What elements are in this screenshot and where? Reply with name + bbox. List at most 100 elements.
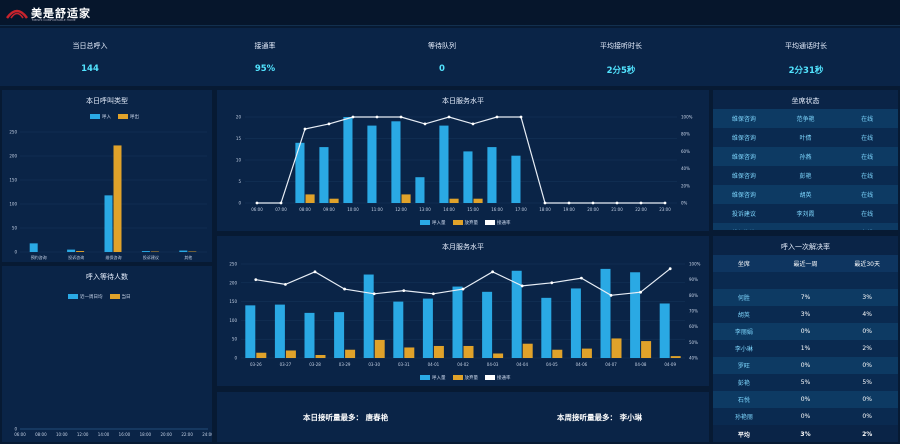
seat-state: 在线 (861, 154, 874, 161)
legend-item-today: 当日 (109, 294, 131, 300)
y-tick-label: 5 (238, 179, 241, 184)
kpi-label: 平均通话时长 (785, 42, 827, 50)
answer-rate-point (609, 293, 613, 297)
x-tick-label: 维保咨询 (106, 254, 122, 260)
fcr-agent: 罗旺 (737, 362, 750, 370)
seat-row: 维保咨询 彭艳 在线 (713, 166, 898, 185)
fcr-month: 0% (862, 327, 872, 335)
y-tick-label: 0 (14, 250, 17, 255)
seat-skill: 维保咨询 (731, 173, 756, 180)
kpi-queue: 等待队列 0 (352, 28, 532, 74)
seat-row: 维保咨询 叶倩 在线 (713, 128, 898, 147)
seat-row: 维保咨询王...在线 (713, 223, 898, 230)
x-tick-label: 06:00 (14, 432, 26, 437)
legend-item-in: 呼入量 (420, 375, 446, 381)
legend: 呼入量 放弃量 接通率 (420, 375, 511, 381)
y2-tick-label: 80% (681, 132, 690, 137)
answer-rate-point (432, 292, 435, 296)
fcr-week: 5% (800, 378, 811, 386)
legend: 呼入量 放弃量 接通率 (420, 220, 511, 226)
fcr-header-month: 最近30天 (854, 260, 880, 268)
kpi-label: 平均接听时长 (600, 42, 642, 50)
x-tick-label: 08:00 (299, 207, 311, 212)
bar-calls-in (630, 272, 641, 358)
seat-row: 投诉建议 李刘霞 在线 (713, 204, 898, 223)
fcr-row: 胡英 3% 4% (713, 306, 898, 323)
x-tick-label: 09:00 (323, 207, 335, 212)
seat-agent: 范争艳 (796, 116, 815, 123)
panel-title: 本日服务水平 (442, 97, 484, 105)
seat-state: 在线 (861, 211, 874, 218)
x-tick-label: 17:00 (515, 207, 527, 212)
seat-skill: 投诉建议 (731, 211, 756, 218)
x-tick-label: 16:00 (119, 432, 131, 437)
fcr-row (713, 272, 898, 289)
call-type-chart: 0 50 100 150 200 250 预约咨询 投诉咨询 维保咨询 投诉建议 其他 (9, 130, 207, 260)
kpi-answer-rate: 接通率 95% (175, 28, 355, 74)
y-tick-label: 150 (229, 299, 237, 304)
x-tick-label: 20:00 (587, 207, 599, 212)
kpi-value: 2分5秒 (606, 66, 636, 76)
bar-calls-in (452, 286, 463, 358)
fcr-row: 李丽娟 0% 0% (713, 323, 898, 340)
answer-rate-point (471, 122, 475, 126)
bar-calls-in (487, 147, 497, 203)
answer-rate-point (543, 201, 547, 205)
y2-tick-label: 70% (689, 309, 698, 314)
x-tick-label: 03-31 (398, 362, 410, 367)
seat-state: 在线 (861, 135, 874, 142)
fcr-month: 0% (862, 412, 872, 420)
answer-rate-point (591, 201, 595, 205)
fcr-month: 4% (862, 310, 872, 318)
y2-tick-label: 0% (681, 201, 688, 206)
answer-rate-point (402, 289, 406, 293)
bar-calls-in (391, 121, 401, 203)
seat-agent: 王... (775, 228, 837, 230)
x-tick-label: 10:00 (56, 432, 68, 437)
x-tick-label: 06:00 (251, 207, 263, 212)
answer-rate-point (351, 115, 355, 119)
y-tick-label: 100 (229, 318, 237, 323)
y-tick-label: 250 (229, 262, 237, 267)
y-tick-label: 0 (234, 356, 237, 361)
x-tick-label: 07:00 (275, 207, 287, 212)
x-tick-label: 04-06 (576, 362, 588, 367)
day-top-agent: 本日接听量最多： 唐春艳 (303, 413, 389, 422)
bar-calls-in (541, 297, 552, 358)
x-tick-label: 11:00 (371, 207, 383, 212)
answer-rate-point (639, 201, 643, 205)
bar-in (104, 195, 113, 252)
y2-tick-label: 80% (689, 293, 698, 298)
y-tick-label: 50 (232, 337, 238, 342)
fcr-agent: 孙艳丽 (734, 413, 753, 421)
fcr-agent: 李丽娟 (734, 328, 753, 336)
x-tick-label: 12:00 (395, 207, 407, 212)
fcr-agent: 石悦 (737, 396, 750, 404)
call-type-panel: 本日呼叫类型 呼入 呼出 0 50 100 150 200 250 预约咨询 投诉咨询 维保咨询… (2, 90, 212, 262)
monthly-service-chart: 0 50 100 150 200 250 40% 50% 60% 70% 80% 90% 100% 03-… (229, 262, 700, 368)
bar-calls-in (659, 303, 670, 358)
fcr-row: 孙艳丽 0% 0% (713, 408, 898, 425)
answer-rate-point (580, 276, 583, 280)
y-tick-label: 0 (14, 427, 17, 432)
bar-abandoned (404, 347, 415, 358)
brand-mark-icon (6, 9, 28, 19)
fcr-header-week: 最近一周 (793, 260, 818, 268)
fcr-header: 坐席 最近一周 最近30天 (713, 255, 898, 272)
x-tick-label: 10:00 (347, 207, 359, 212)
bar-abandoned (611, 338, 622, 358)
y-tick-label: 200 (229, 280, 237, 285)
seat-agent: 李刘霞 (796, 211, 815, 218)
bar-abandoned (581, 348, 592, 358)
x-tick-label: 04-09 (664, 362, 676, 367)
bar-calls-in (511, 155, 521, 203)
legend: 呼入 呼出 (90, 114, 139, 120)
bar-calls-in (295, 142, 305, 203)
seat-row: 维保咨询 胡英 在线 (713, 185, 898, 204)
x-tick-label: 18:00 (539, 207, 551, 212)
seat-skill: 维保咨询 (731, 135, 756, 142)
fcr-row: 罗旺 0% 0% (713, 357, 898, 374)
seat-skill: 维保咨询 (731, 154, 756, 161)
waiting-chart: 006:00 08:00 10:00 12:00 14:00 16:00 18:00 20:0… (14, 427, 212, 438)
fcr-agent: 彭艳 (737, 379, 750, 387)
